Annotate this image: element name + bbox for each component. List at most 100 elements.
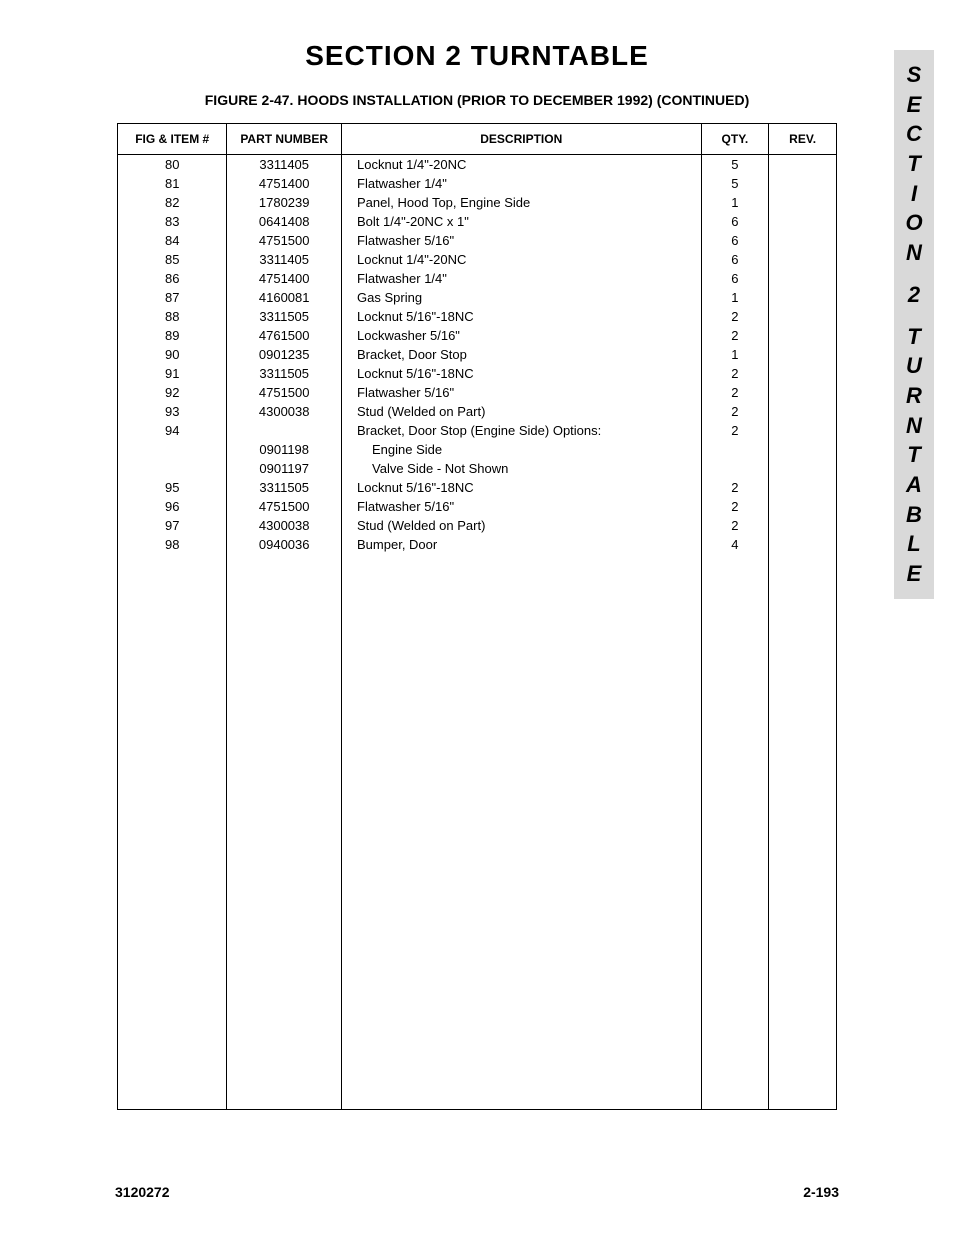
filler-cell: [769, 554, 837, 1109]
table-row: 814751400Flatwasher 1/4"5: [118, 174, 837, 193]
cell-part: 0940036: [227, 535, 342, 554]
cell-qty: 6: [701, 212, 769, 231]
side-tab-char: O: [894, 208, 934, 238]
cell-qty: 6: [701, 269, 769, 288]
cell-part: 0901197: [227, 459, 342, 478]
cell-rev: [769, 269, 837, 288]
table-row: 980940036Bumper, Door4: [118, 535, 837, 554]
side-tab-char: L: [894, 529, 934, 559]
cell-fig: 96: [118, 497, 227, 516]
cell-part: 4751500: [227, 383, 342, 402]
cell-part: 4761500: [227, 326, 342, 345]
table-row: 94Bracket, Door Stop (Engine Side) Optio…: [118, 421, 837, 440]
cell-part: 3311505: [227, 307, 342, 326]
table-row: 853311405Locknut 1/4"-20NC6: [118, 250, 837, 269]
side-tab-char: S: [894, 60, 934, 90]
cell-part: 3311505: [227, 364, 342, 383]
cell-rev: [769, 288, 837, 307]
table-row: 864751400Flatwasher 1/4"6: [118, 269, 837, 288]
cell-fig: 81: [118, 174, 227, 193]
side-tab: SECTION2TURNTABLE: [894, 50, 934, 599]
filler-row: [118, 554, 837, 1109]
cell-part: 4300038: [227, 516, 342, 535]
cell-qty: 2: [701, 497, 769, 516]
cell-qty: 2: [701, 307, 769, 326]
side-tab-char: T: [894, 440, 934, 470]
cell-fig: 85: [118, 250, 227, 269]
table-body: 803311405Locknut 1/4"-20NC5814751400Flat…: [118, 155, 837, 1110]
col-header-part: PART NUMBER: [227, 124, 342, 155]
cell-desc: Valve Side - Not Shown: [342, 459, 702, 478]
table-row: 874160081Gas Spring1: [118, 288, 837, 307]
cell-qty: 1: [701, 288, 769, 307]
table-row: 0901197Valve Side - Not Shown: [118, 459, 837, 478]
cell-rev: [769, 231, 837, 250]
cell-part: 4160081: [227, 288, 342, 307]
cell-desc: Stud (Welded on Part): [342, 516, 702, 535]
cell-part: 0901235: [227, 345, 342, 364]
cell-part: 4751500: [227, 231, 342, 250]
table-row: 924751500Flatwasher 5/16"2: [118, 383, 837, 402]
cell-rev: [769, 307, 837, 326]
table-row: 894761500Lockwasher 5/16"2: [118, 326, 837, 345]
cell-fig: [118, 440, 227, 459]
side-tab-char: U: [894, 351, 934, 381]
footer-right: 2-193: [803, 1184, 839, 1200]
cell-rev: [769, 516, 837, 535]
cell-fig: 95: [118, 478, 227, 497]
parts-table-container: FIG & ITEM # PART NUMBER DESCRIPTION QTY…: [117, 123, 837, 1110]
cell-desc: Flatwasher 1/4": [342, 269, 702, 288]
side-tab-char: C: [894, 119, 934, 149]
cell-desc: Bracket, Door Stop (Engine Side) Options…: [342, 421, 702, 440]
cell-qty: 1: [701, 345, 769, 364]
cell-part: 3311405: [227, 155, 342, 175]
table-row: 974300038Stud (Welded on Part)2: [118, 516, 837, 535]
cell-qty: 2: [701, 326, 769, 345]
cell-desc: Lockwasher 5/16": [342, 326, 702, 345]
cell-fig: 87: [118, 288, 227, 307]
cell-fig: [118, 459, 227, 478]
table-row: 953311505Locknut 5/16"-18NC2: [118, 478, 837, 497]
cell-part: 4751400: [227, 174, 342, 193]
cell-qty: 5: [701, 174, 769, 193]
side-tab-char: N: [894, 238, 934, 268]
side-tab-char: A: [894, 470, 934, 500]
cell-part: 3311505: [227, 478, 342, 497]
cell-qty: 2: [701, 383, 769, 402]
cell-rev: [769, 326, 837, 345]
cell-part: 4751400: [227, 269, 342, 288]
cell-fig: 89: [118, 326, 227, 345]
side-tab-char: T: [894, 322, 934, 352]
page-title: SECTION 2 TURNTABLE: [0, 0, 954, 72]
cell-qty: 2: [701, 421, 769, 440]
cell-desc: Locknut 5/16"-18NC: [342, 307, 702, 326]
footer-left: 3120272: [115, 1184, 170, 1200]
table-header-row: FIG & ITEM # PART NUMBER DESCRIPTION QTY…: [118, 124, 837, 155]
cell-rev: [769, 459, 837, 478]
cell-desc: Stud (Welded on Part): [342, 402, 702, 421]
cell-desc: Engine Side: [342, 440, 702, 459]
table-row: 0901198Engine Side: [118, 440, 837, 459]
cell-part: 3311405: [227, 250, 342, 269]
cell-part: 4300038: [227, 402, 342, 421]
cell-rev: [769, 345, 837, 364]
cell-qty: [701, 459, 769, 478]
col-header-desc: DESCRIPTION: [342, 124, 702, 155]
cell-rev: [769, 174, 837, 193]
cell-desc: Bracket, Door Stop: [342, 345, 702, 364]
side-tab-char: B: [894, 500, 934, 530]
cell-rev: [769, 402, 837, 421]
cell-rev: [769, 250, 837, 269]
figure-caption: FIGURE 2-47. HOODS INSTALLATION (PRIOR T…: [0, 92, 954, 108]
cell-rev: [769, 193, 837, 212]
filler-cell: [342, 554, 702, 1109]
cell-desc: Flatwasher 5/16": [342, 383, 702, 402]
cell-rev: [769, 383, 837, 402]
cell-desc: Gas Spring: [342, 288, 702, 307]
cell-qty: 2: [701, 402, 769, 421]
table-row: 964751500Flatwasher 5/16"2: [118, 497, 837, 516]
cell-fig: 88: [118, 307, 227, 326]
table-row: 900901235Bracket, Door Stop1: [118, 345, 837, 364]
cell-qty: 2: [701, 364, 769, 383]
side-tab-char: N: [894, 411, 934, 441]
